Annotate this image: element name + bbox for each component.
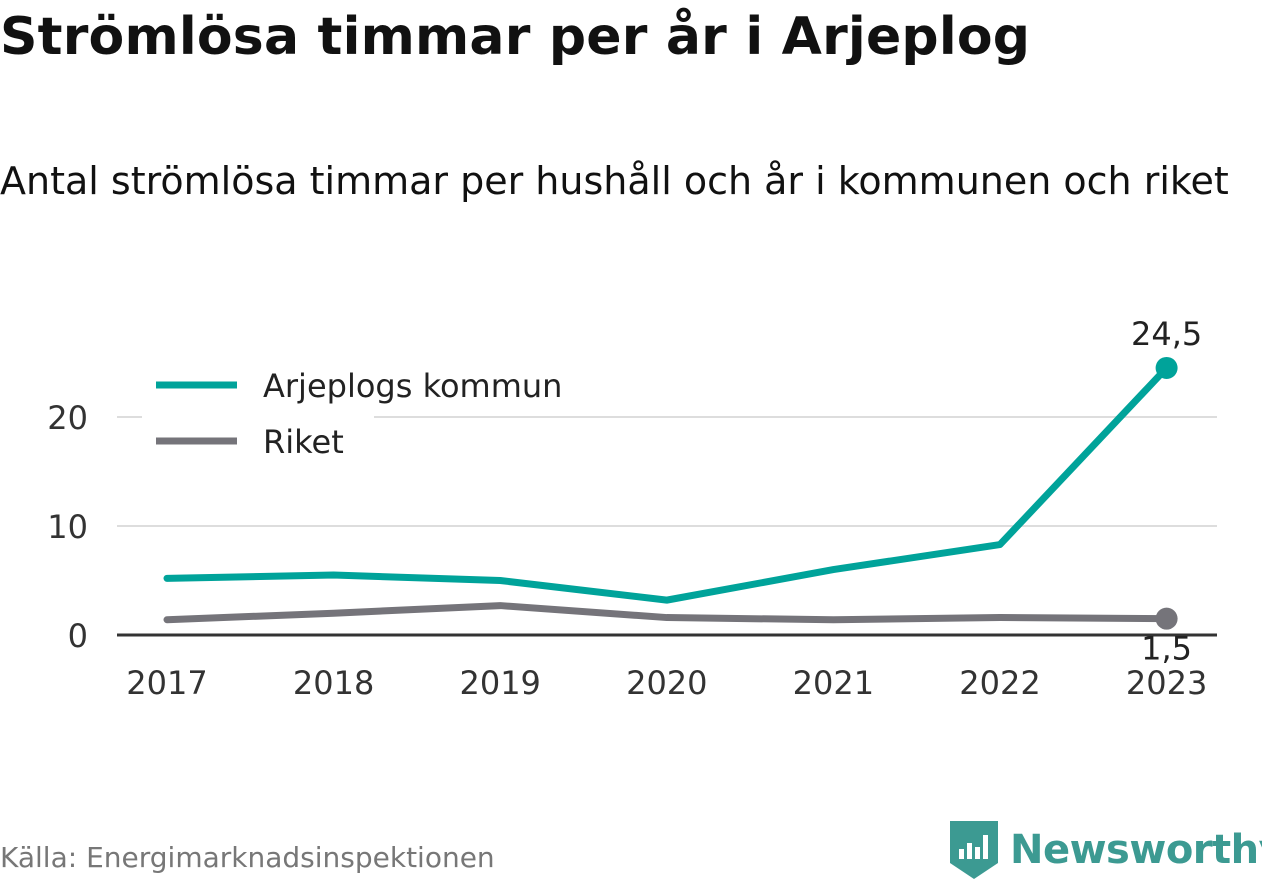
y-tick-label: 0 [68, 617, 88, 655]
x-tick-label: 2023 [1126, 664, 1207, 702]
y-tick-label: 10 [47, 508, 88, 546]
x-tick-labels: 2017 2018 2019 2020 2021 2022 2023 [126, 664, 1207, 702]
legend-label-arjeplog: Arjeplogs kommun [263, 367, 562, 405]
x-tick-label: 2020 [626, 664, 707, 702]
data-label-riket: 1,5 [1141, 630, 1192, 668]
brand-logo: Newsworthy [950, 818, 1262, 882]
end-point-riket [1155, 607, 1178, 630]
source-note: Källa: Energimarknadsinspektionen [0, 841, 495, 874]
x-tick-label: 2017 [126, 664, 207, 702]
x-tick-label: 2022 [959, 664, 1040, 702]
x-tick-label: 2019 [459, 664, 540, 702]
end-point-arjeplog [1155, 356, 1178, 379]
newsworthy-logo-icon [950, 821, 998, 879]
x-tick-label: 2021 [793, 664, 874, 702]
series-line-riket [163, 602, 1171, 624]
brand-name: Newsworthy [1010, 827, 1262, 873]
chart-title: Strömlösa timmar per år i Arjeplog [0, 7, 1031, 67]
legend: Arjeplogs kommun Riket [142, 358, 614, 470]
data-label-arjeplog: 24,5 [1131, 315, 1202, 353]
series-layer: 24,5 1,5 [117, 315, 1217, 668]
x-tick-label: 2018 [293, 664, 374, 702]
y-tick-label: 20 [47, 399, 88, 437]
series-line-arjeplog [163, 364, 1171, 604]
chart-subtitle: Antal strömlösa timmar per hushåll och å… [0, 159, 1229, 203]
legend-label-riket: Riket [263, 423, 344, 461]
